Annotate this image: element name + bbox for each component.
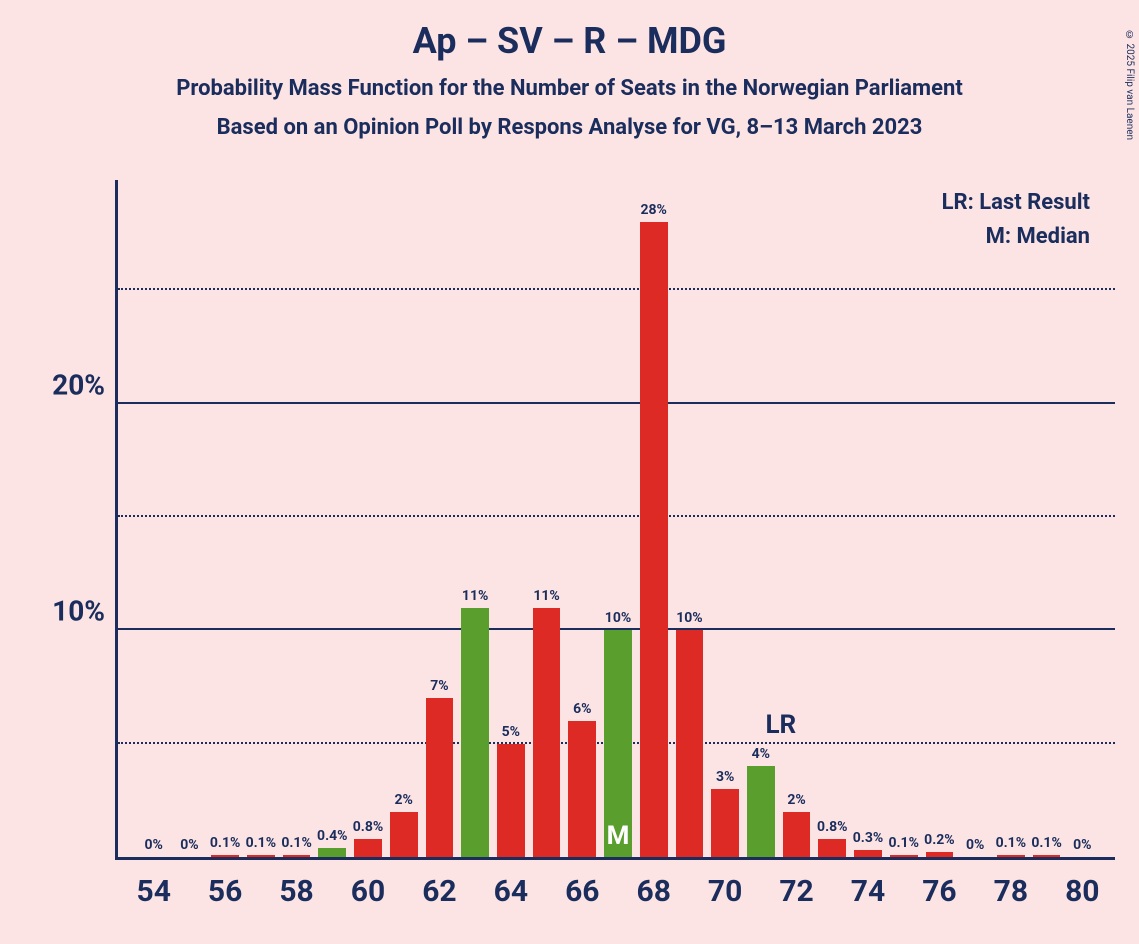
copyright-text: © 2025 Filip van Laenen — [1124, 30, 1135, 140]
y-axis-label: 10% — [52, 595, 105, 628]
bar-value-label: 4% — [731, 746, 791, 762]
bar-value-label: 11% — [517, 588, 577, 604]
bar — [247, 855, 275, 857]
bar-value-label: 2% — [767, 792, 827, 808]
x-axis-label: 70 — [708, 874, 742, 909]
x-axis-label: 54 — [136, 874, 170, 909]
bar — [390, 812, 418, 857]
bar — [211, 855, 239, 857]
bar-value-label: 11% — [445, 588, 505, 604]
bar — [568, 721, 596, 857]
bar-value-label: 28% — [624, 202, 684, 218]
x-axis-label: 66 — [565, 874, 599, 909]
x-axis-label: 60 — [351, 874, 385, 909]
x-axis-label: 58 — [279, 874, 313, 909]
gridline-minor — [118, 515, 1115, 517]
bar — [1033, 855, 1061, 857]
last-result-marker: LR — [765, 710, 796, 740]
bar — [283, 855, 311, 857]
bar — [533, 608, 561, 857]
bar — [997, 855, 1025, 857]
bar-value-label: 0% — [1052, 837, 1112, 853]
bar — [640, 222, 668, 857]
chart-title: Ap – SV – R – MDG — [0, 20, 1139, 62]
x-axis-label: 76 — [922, 874, 956, 909]
gridline-major — [118, 402, 1115, 404]
x-axis-label: 68 — [636, 874, 670, 909]
x-axis-label: 56 — [208, 874, 242, 909]
y-axis-label: 20% — [52, 368, 105, 401]
bar — [676, 630, 704, 857]
median-marker: M — [607, 821, 630, 851]
bar — [747, 766, 775, 857]
bar — [854, 850, 882, 857]
x-axis-label: 74 — [851, 874, 885, 909]
chart-subtitle-2: Based on an Opinion Poll by Respons Anal… — [0, 115, 1139, 140]
x-axis-label: 64 — [494, 874, 528, 909]
chart-subtitle-1: Probability Mass Function for the Number… — [0, 76, 1139, 101]
bar — [926, 852, 954, 857]
chart-plot: 10%20%0%0%0.1%0.1%0.1%0.4%0.8%2%7%11%5%1… — [115, 180, 1115, 860]
bar — [711, 789, 739, 857]
bar — [354, 839, 382, 857]
gridline-minor — [118, 288, 1115, 290]
x-axis-label: 72 — [779, 874, 813, 909]
bar — [890, 855, 918, 857]
bar — [426, 698, 454, 857]
x-axis-label: 62 — [422, 874, 456, 909]
bar-value-label: 10% — [659, 610, 719, 626]
chart-area: LR: Last Result M: Median 10%20%0%0%0.1%… — [115, 180, 1115, 860]
x-axis-label: 80 — [1065, 874, 1099, 909]
bar — [318, 848, 346, 857]
bar — [497, 744, 525, 857]
x-axis-label: 78 — [994, 874, 1028, 909]
